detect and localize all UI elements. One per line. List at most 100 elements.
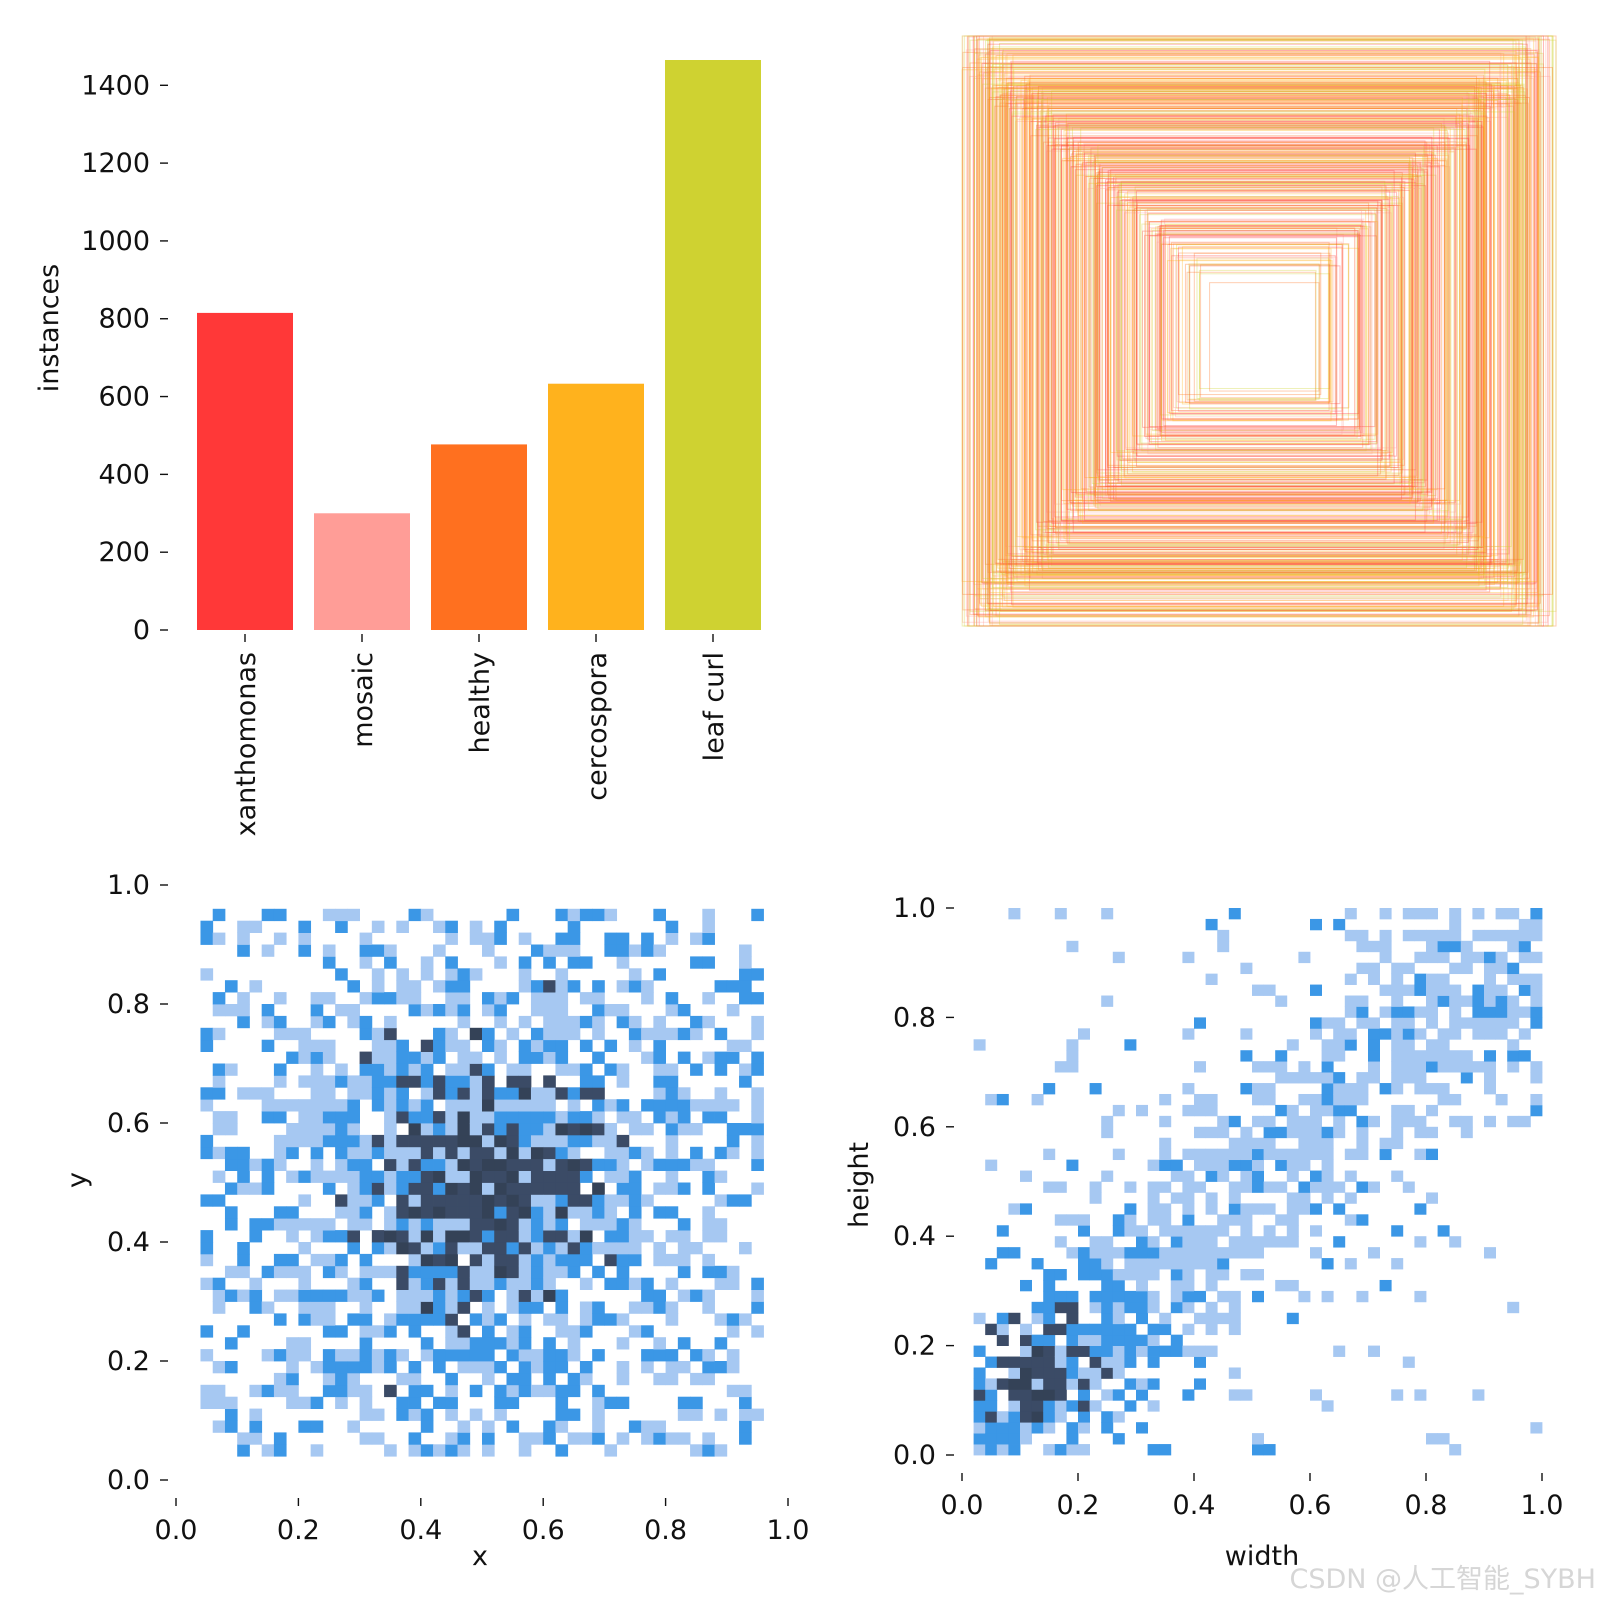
- heatmap-cell: [1275, 1050, 1288, 1062]
- heatmap-cell: [567, 1134, 581, 1148]
- heatmap-cell: [543, 1015, 556, 1029]
- heatmap-cell: [1147, 1290, 1160, 1303]
- heatmap-cell: [1321, 1290, 1334, 1303]
- bbox-outline: [1184, 263, 1330, 403]
- heatmap-cell: [1101, 1345, 1114, 1357]
- heatmap-cell: [690, 1015, 703, 1029]
- heatmap-cell: [482, 1111, 495, 1124]
- bbox-outline: [1069, 147, 1461, 501]
- heatmap-cell: [690, 1372, 703, 1386]
- heatmap-cell: [310, 1361, 324, 1374]
- heatmap-cell: [690, 1408, 703, 1421]
- heatmap-cell: [457, 1134, 471, 1148]
- heatmap-cell: [677, 1253, 691, 1267]
- bbox-outline: [1107, 170, 1395, 485]
- heatmap-cell: [469, 1182, 483, 1195]
- heatmap-cell: [286, 1170, 299, 1183]
- bbox-outline: [1008, 107, 1496, 570]
- bbox-outline: [1083, 152, 1416, 521]
- heatmap-cell: [555, 1289, 569, 1302]
- bbox-outline: [969, 75, 1551, 595]
- bbox-outline: [979, 71, 1541, 604]
- bbox-outline: [1132, 196, 1389, 454]
- heatmap-cell: [408, 1384, 422, 1398]
- heatmap-cell: [408, 1253, 422, 1267]
- bar-xtick-label: cercospora: [582, 652, 613, 801]
- heatmap-cell: [665, 1361, 679, 1374]
- heatmap-cell: [1252, 1115, 1264, 1128]
- heatmap-cell: [543, 1206, 556, 1219]
- heatmap-cell: [273, 932, 287, 945]
- heatmap-cell: [1217, 1225, 1230, 1237]
- heatmap-cell: [212, 1123, 226, 1136]
- heatmap-cell: [1194, 1247, 1206, 1259]
- bbox-outline: [1030, 85, 1494, 563]
- heatmap-cell: [555, 1313, 569, 1326]
- heatmap-cell: [690, 1242, 703, 1255]
- heatmap-cell: [1275, 1214, 1288, 1226]
- heatmap-cell: [1460, 1072, 1473, 1084]
- heatmap-cell: [1228, 1192, 1241, 1204]
- heatmap-cell: [653, 1051, 666, 1064]
- heatmap-cell: [1170, 1159, 1183, 1171]
- xy-xlabel: x: [472, 1541, 488, 1572]
- heatmap-cell: [616, 1111, 630, 1124]
- heatmap-cell: [347, 1194, 360, 1207]
- heatmap-cell: [261, 1218, 275, 1231]
- heatmap-cell: [1321, 1039, 1334, 1051]
- bbox-outline: [1141, 223, 1367, 452]
- heatmap-cell: [702, 992, 715, 1005]
- heatmap-cell: [457, 1015, 471, 1029]
- heatmap-cell: [1263, 1115, 1276, 1128]
- heatmap-cell: [273, 1432, 287, 1445]
- heatmap-cell: [384, 1015, 397, 1029]
- heatmap-cell: [1530, 1017, 1543, 1029]
- bbox-outline: [1074, 169, 1429, 498]
- heatmap-cell: [628, 1146, 642, 1160]
- heatmap-cell: [359, 1075, 373, 1088]
- heatmap-cell: [384, 1361, 397, 1374]
- heatmap-cell: [751, 992, 764, 1005]
- heatmap-cell: [714, 1111, 728, 1124]
- heatmap-cell: [494, 1408, 507, 1421]
- heatmap-cell: [1426, 940, 1438, 953]
- heatmap-cell: [1043, 1444, 1056, 1456]
- heatmap-cell: [985, 1323, 998, 1336]
- heatmap-cell: [714, 1361, 728, 1374]
- heatmap-cell: [702, 1265, 715, 1279]
- heatmap-cell: [494, 1384, 507, 1398]
- heatmap-cell: [751, 1111, 764, 1124]
- heatmap-cell: [322, 1289, 336, 1302]
- bbox-outline: [1095, 160, 1411, 505]
- bbox-outline: [1160, 219, 1363, 434]
- bbox-outline: [1172, 243, 1350, 409]
- heatmap-cell: [616, 1337, 630, 1350]
- heatmap-cell: [371, 1242, 385, 1255]
- heatmap-cell: [1402, 908, 1415, 920]
- heatmap-cell: [1298, 1290, 1311, 1303]
- heatmap-cell: [420, 1123, 434, 1136]
- heatmap-cell: [1240, 1028, 1253, 1040]
- heatmap-cell: [457, 1242, 471, 1255]
- heatmap-cell: [628, 1206, 642, 1219]
- bbox-outline: [992, 91, 1526, 574]
- heatmap-cell: [1484, 995, 1496, 1007]
- heatmap-cell: [224, 1158, 238, 1171]
- heatmap-cell: [1310, 984, 1322, 996]
- heatmap-cell: [469, 1242, 483, 1255]
- heatmap-cell: [1472, 1006, 1485, 1018]
- heatmap-cell: [641, 1051, 654, 1064]
- bbox-outline: [1093, 154, 1436, 500]
- bbox-outline: [1010, 60, 1491, 593]
- bbox-outline: [1148, 221, 1376, 428]
- heatmap-cell: [555, 1206, 569, 1219]
- heatmap-cell: [1263, 1236, 1276, 1248]
- heatmap-cell: [1310, 1389, 1322, 1401]
- heatmap-cell: [408, 1182, 422, 1195]
- heatmap-cell: [1437, 940, 1450, 953]
- heatmap-cell: [1379, 1083, 1392, 1095]
- heatmap-cell: [714, 1063, 728, 1076]
- heatmap-cell: [482, 1277, 495, 1290]
- heatmap-cell: [665, 1432, 679, 1445]
